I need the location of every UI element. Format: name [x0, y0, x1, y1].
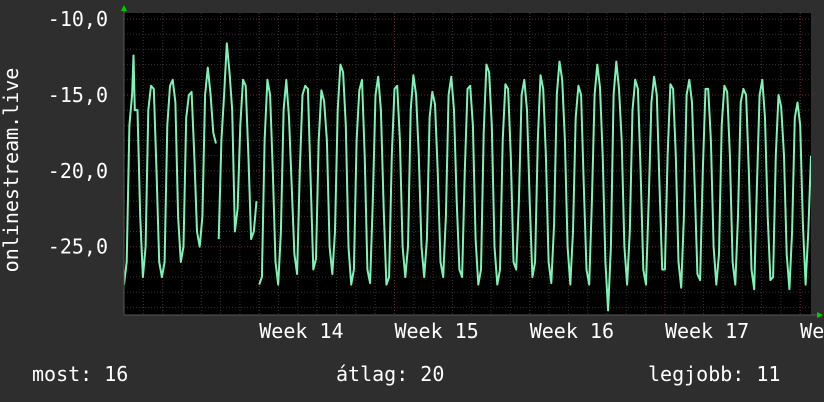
x-axis-arrow [817, 312, 823, 318]
x-axis: Week 14 Week 15 Week 16 Week 17 Week 18 [259, 319, 824, 343]
x-tick-label: Week 14 [259, 319, 343, 343]
stat-best: legjobb: 11 [648, 362, 781, 386]
series-line-0 [124, 42, 811, 312]
series-layer [124, 42, 811, 312]
y-axis-label: onlinestream.live [0, 68, 23, 273]
stat-average: átlag: 20 [336, 362, 445, 386]
y-axis: -10,0 -15,0 -20,0 -25,0 [48, 7, 108, 259]
x-tick-label: Week 17 [665, 319, 749, 343]
y-tick-label: -20,0 [48, 159, 108, 183]
y-tick-label: -25,0 [48, 235, 108, 259]
stat-current: most: 16 [32, 362, 129, 386]
x-tick-label: Week 16 [530, 319, 614, 343]
plot-area [124, 13, 811, 315]
y-axis-arrow [121, 5, 127, 11]
y-tick-label: -15,0 [48, 83, 108, 107]
y-tick-label: -10,0 [48, 7, 108, 31]
x-tick-label: Week 15 [394, 319, 478, 343]
x-tick-label: Week 18 [800, 319, 824, 343]
